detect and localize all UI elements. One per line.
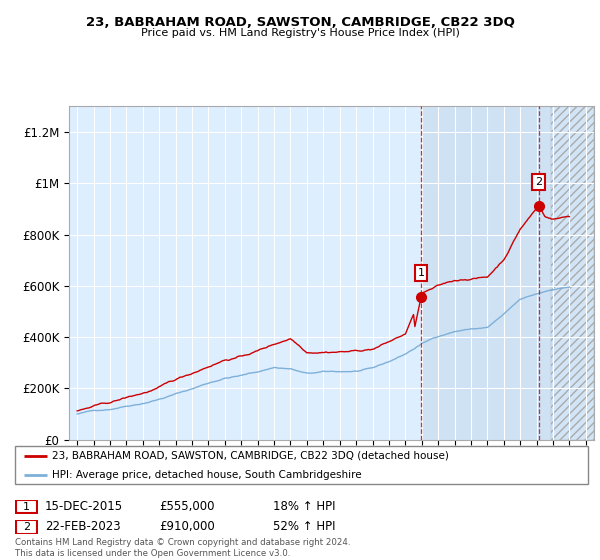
Text: £910,000: £910,000 bbox=[159, 520, 215, 533]
Text: 1: 1 bbox=[23, 502, 30, 512]
Text: 15-DEC-2015: 15-DEC-2015 bbox=[45, 500, 123, 513]
Text: 2: 2 bbox=[23, 522, 30, 532]
Bar bbox=[551, 106, 594, 440]
Text: 23, BABRAHAM ROAD, SAWSTON, CAMBRIDGE, CB22 3DQ (detached house): 23, BABRAHAM ROAD, SAWSTON, CAMBRIDGE, C… bbox=[52, 451, 449, 461]
Text: 22-FEB-2023: 22-FEB-2023 bbox=[45, 520, 121, 533]
Text: 18% ↑ HPI: 18% ↑ HPI bbox=[273, 500, 335, 513]
Text: 52% ↑ HPI: 52% ↑ HPI bbox=[273, 520, 335, 533]
Text: Price paid vs. HM Land Registry's House Price Index (HPI): Price paid vs. HM Land Registry's House … bbox=[140, 28, 460, 38]
Text: 2: 2 bbox=[535, 177, 542, 187]
Text: 1: 1 bbox=[418, 268, 424, 278]
Bar bbox=[551, 106, 594, 440]
Text: Contains HM Land Registry data © Crown copyright and database right 2024.
This d: Contains HM Land Registry data © Crown c… bbox=[15, 538, 350, 558]
Text: £555,000: £555,000 bbox=[159, 500, 215, 513]
FancyBboxPatch shape bbox=[16, 500, 37, 514]
FancyBboxPatch shape bbox=[16, 520, 37, 534]
Text: HPI: Average price, detached house, South Cambridgeshire: HPI: Average price, detached house, Sout… bbox=[52, 470, 362, 480]
FancyBboxPatch shape bbox=[15, 446, 588, 484]
Text: 23, BABRAHAM ROAD, SAWSTON, CAMBRIDGE, CB22 3DQ: 23, BABRAHAM ROAD, SAWSTON, CAMBRIDGE, C… bbox=[86, 16, 514, 29]
Bar bbox=[422, 106, 551, 440]
